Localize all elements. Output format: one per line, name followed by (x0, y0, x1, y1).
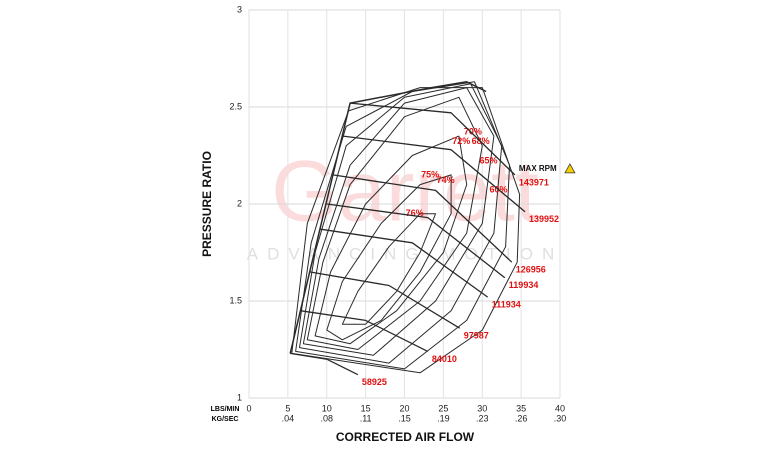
efficiency-island (341, 213, 437, 325)
max-rpm-annotation: MAX RPM (519, 164, 557, 173)
speed-line (309, 271, 461, 329)
speed-line (326, 203, 506, 279)
speed-label: 119934 (509, 280, 539, 290)
x2-tick-label: .30 (554, 413, 567, 423)
speed-label: 139952 (529, 214, 559, 224)
y-tick-label: 2.5 (229, 101, 242, 111)
speed-line (320, 228, 489, 298)
surge-line (289, 81, 487, 354)
x-tick-label: 25 (438, 403, 448, 413)
x-tick-label: 40 (555, 403, 565, 413)
speed-label: 58925 (362, 377, 387, 387)
efficiency-label: 72% (452, 136, 470, 146)
y-tick-label: 1.5 (229, 295, 242, 305)
x-tick-label: 15 (361, 403, 371, 413)
x2-tick-label: .08 (320, 413, 333, 423)
warning-icon (564, 163, 576, 174)
speed-line (290, 352, 359, 376)
x-unit-label: LBS/MIN (211, 406, 240, 413)
y-axis-title: PRESSURE RATIO (200, 151, 214, 257)
efficiency-island (291, 87, 521, 374)
efficiency-label: 65% (479, 156, 497, 166)
y-tick-label: 3 (237, 4, 242, 14)
x2-unit-label: KG/SEC (212, 416, 239, 423)
x2-tick-label: .11 (360, 413, 372, 423)
speed-label: 97987 (464, 331, 489, 341)
efficiency-label: 70% (464, 126, 482, 136)
x2-tick-label: .23 (476, 413, 489, 423)
x-tick-label: 5 (285, 403, 290, 413)
x-tick-label: 10 (322, 403, 332, 413)
x2-tick-label: .19 (437, 413, 450, 423)
efficiency-island (302, 87, 495, 356)
x-tick-label: 30 (477, 403, 487, 413)
speed-label: 126956 (516, 265, 546, 275)
x2-tick-label: .26 (515, 413, 528, 423)
speed-label: 84010 (432, 354, 457, 364)
efficiency-label: 76% (406, 208, 424, 218)
y-tick-label: 1 (237, 392, 242, 402)
speed-label: 143971 (519, 177, 549, 187)
efficiency-island (306, 96, 483, 350)
speed-label: 111934 (492, 299, 521, 309)
x-tick-label: 35 (516, 403, 526, 413)
y-tick-label: 2 (237, 198, 242, 208)
x-tick-label: 0 (246, 403, 251, 413)
x2-tick-label: .04 (282, 413, 295, 423)
efficiency-island (295, 81, 510, 370)
speed-line (350, 102, 516, 176)
x2-tick-label: .15 (398, 413, 411, 423)
efficiency-island (326, 174, 452, 341)
efficiency-label: 74% (437, 175, 455, 185)
speed-line (343, 135, 526, 213)
efficiency-island (299, 83, 503, 364)
efficiency-label: 75% (421, 169, 439, 179)
x-tick-label: 20 (399, 403, 409, 413)
speed-line (332, 174, 513, 263)
speed-line (300, 310, 429, 352)
x-axis-title: CORRECTED AIR FLOW (336, 430, 475, 444)
